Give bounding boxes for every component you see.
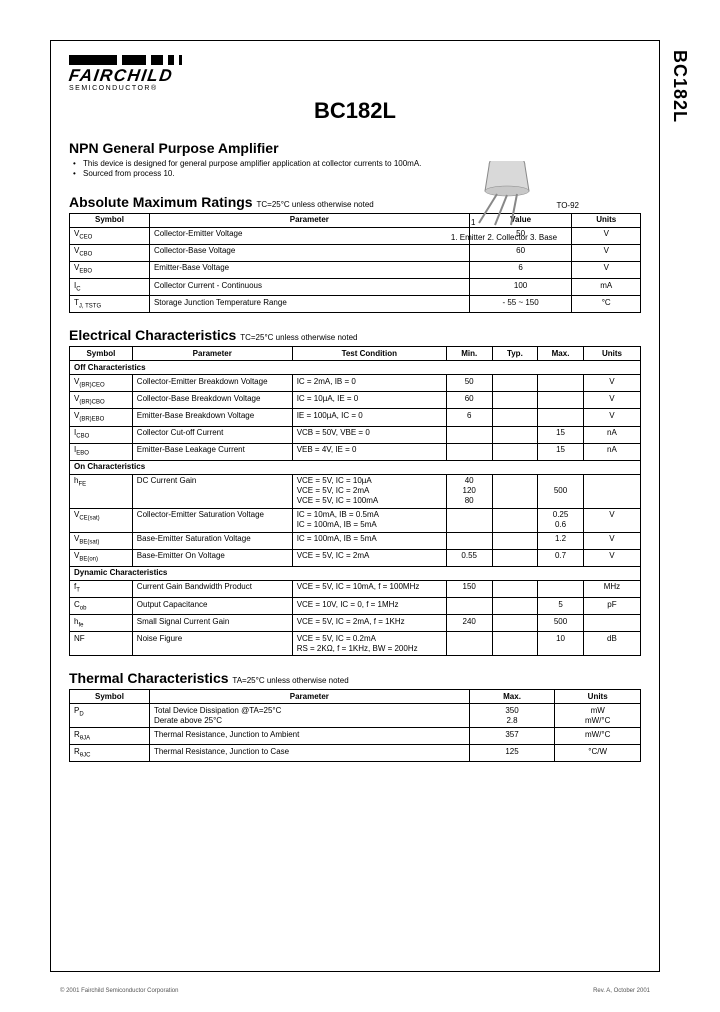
package-diagram: 1 TO-92 1. Emitter 2. Collector 3. Base (419, 161, 589, 242)
pin-labels: 1. Emitter 2. Collector 3. Base (419, 233, 589, 242)
logo-bars (69, 55, 641, 65)
package-type: TO-92 (556, 201, 579, 210)
logo-sub: SEMICONDUCTOR® (69, 85, 641, 92)
logo: FAIRCHILD SEMICONDUCTOR® (69, 55, 641, 92)
page-frame: FAIRCHILD SEMICONDUCTOR® BC182L NPN Gene… (50, 40, 660, 972)
to92-icon: 1 (459, 161, 549, 231)
thermal-title: Thermal Characteristics TA=25°C unless o… (69, 670, 641, 686)
elec-title: Electrical Characteristics TC=25°C unles… (69, 327, 641, 343)
footer-right: Rev. A, October 2001 (593, 988, 650, 994)
logo-name: FAIRCHILD (68, 66, 175, 86)
product-heading: NPN General Purpose Amplifier (69, 140, 641, 156)
thermal-table: Symbol Parameter Max. Units PDTotal Devi… (69, 689, 641, 762)
part-title: BC182L (69, 98, 641, 124)
footer: © 2001 Fairchild Semiconductor Corporati… (60, 988, 650, 994)
footer-left: © 2001 Fairchild Semiconductor Corporati… (60, 988, 178, 994)
elec-table: Symbol Parameter Test Condition Min. Typ… (69, 346, 641, 656)
svg-text:1: 1 (471, 218, 476, 227)
side-part-number: BC182L (669, 50, 690, 123)
